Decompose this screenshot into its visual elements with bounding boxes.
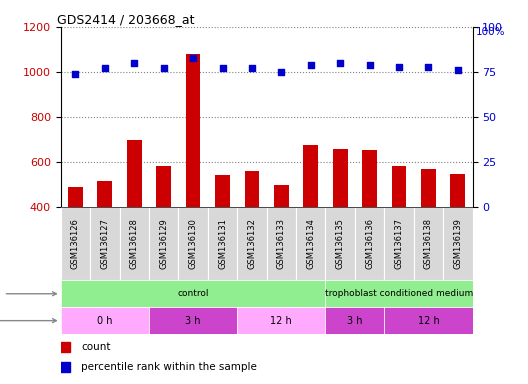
- Bar: [127, 140, 142, 298]
- Text: GSM136128: GSM136128: [130, 218, 139, 269]
- Bar: [149, 307, 237, 334]
- Bar: [325, 280, 473, 307]
- Text: 12 h: 12 h: [418, 316, 439, 326]
- Point: [365, 62, 374, 68]
- Point: [307, 62, 315, 68]
- Point: [336, 60, 344, 66]
- Point: [424, 63, 432, 70]
- Text: 100%: 100%: [475, 27, 505, 37]
- Bar: [384, 207, 414, 280]
- Bar: [237, 307, 325, 334]
- Bar: [244, 171, 259, 298]
- Bar: [61, 307, 149, 334]
- Bar: [119, 207, 149, 280]
- Bar: [421, 169, 436, 298]
- Text: GSM136139: GSM136139: [454, 218, 463, 269]
- Text: percentile rank within the sample: percentile rank within the sample: [81, 362, 257, 372]
- Bar: [304, 145, 318, 298]
- Point: [101, 65, 109, 71]
- Text: GSM136126: GSM136126: [71, 218, 80, 269]
- Bar: [333, 149, 347, 298]
- Point: [130, 60, 138, 66]
- Point: [248, 65, 256, 71]
- Text: GSM136134: GSM136134: [306, 218, 315, 269]
- Point: [159, 65, 168, 71]
- Bar: [90, 207, 119, 280]
- Bar: [450, 174, 465, 298]
- Text: time: time: [0, 316, 56, 326]
- Point: [189, 55, 197, 61]
- Text: trophoblast conditioned medium: trophoblast conditioned medium: [325, 289, 473, 298]
- Text: GSM136135: GSM136135: [336, 218, 345, 269]
- Text: GSM136129: GSM136129: [159, 218, 168, 269]
- Text: GSM136133: GSM136133: [277, 218, 286, 269]
- Bar: [98, 181, 112, 298]
- Point: [71, 71, 80, 77]
- Bar: [68, 187, 83, 298]
- Bar: [149, 207, 178, 280]
- Text: GSM136138: GSM136138: [424, 218, 433, 269]
- Bar: [267, 207, 296, 280]
- Text: 3 h: 3 h: [347, 316, 363, 326]
- Text: GSM136137: GSM136137: [394, 218, 403, 269]
- Text: count: count: [81, 342, 111, 352]
- Point: [395, 63, 403, 70]
- Bar: [362, 150, 377, 298]
- Bar: [61, 207, 90, 280]
- Text: agent: agent: [0, 289, 56, 299]
- Bar: [215, 175, 230, 298]
- Text: GSM136130: GSM136130: [188, 218, 197, 269]
- Bar: [208, 207, 237, 280]
- Bar: [178, 207, 208, 280]
- Bar: [384, 307, 473, 334]
- Bar: [237, 207, 267, 280]
- Text: 3 h: 3 h: [185, 316, 201, 326]
- Text: GSM136136: GSM136136: [365, 218, 374, 269]
- Bar: [325, 207, 355, 280]
- Bar: [325, 307, 384, 334]
- Text: GSM136127: GSM136127: [100, 218, 109, 269]
- Text: 0 h: 0 h: [97, 316, 112, 326]
- Bar: [392, 166, 407, 298]
- Bar: [355, 207, 384, 280]
- Text: control: control: [177, 289, 209, 298]
- Point: [277, 69, 286, 75]
- Point: [218, 65, 227, 71]
- Bar: [443, 207, 473, 280]
- Text: GSM136131: GSM136131: [218, 218, 227, 269]
- Bar: [61, 280, 325, 307]
- Text: 12 h: 12 h: [270, 316, 292, 326]
- Point: [454, 67, 462, 73]
- Text: GDS2414 / 203668_at: GDS2414 / 203668_at: [56, 13, 194, 26]
- Bar: [274, 185, 289, 298]
- Bar: [296, 207, 325, 280]
- Bar: [186, 54, 201, 298]
- Text: GSM136132: GSM136132: [248, 218, 257, 269]
- Bar: [156, 166, 171, 298]
- Bar: [414, 207, 443, 280]
